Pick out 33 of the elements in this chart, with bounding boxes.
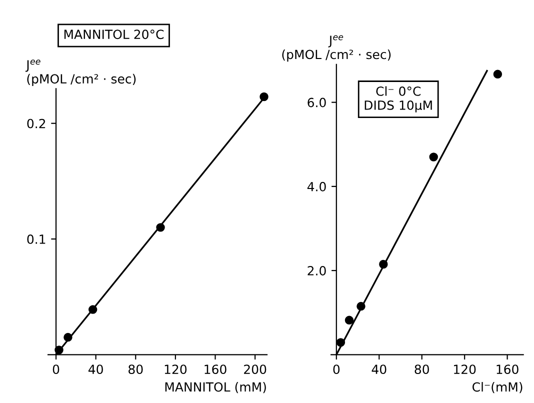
- point: [54, 346, 64, 354]
- point: [88, 305, 98, 314]
- x-tick-label: 0: [52, 364, 60, 374]
- y-tick-label: 6.0: [308, 98, 326, 108]
- x-axis-title: Cl⁻(mM): [472, 382, 522, 394]
- x-tick-label: 40: [372, 364, 386, 374]
- x-tick-label: 0: [333, 364, 340, 374]
- x-axis-title: MANNITOL (mM): [165, 382, 266, 394]
- y-axis-title: J$^{ee}$ (pMOL /cm² · sec): [26, 60, 136, 86]
- y-tick-label: 2.0: [308, 266, 326, 276]
- point: [336, 338, 346, 347]
- point: [429, 152, 438, 162]
- x-tick-label: 40: [88, 364, 103, 374]
- point: [64, 332, 72, 342]
- x-tick-label: 160: [204, 364, 226, 374]
- point: [379, 260, 388, 269]
- x-tick-label: 120: [164, 364, 187, 374]
- point: [156, 223, 165, 232]
- point: [493, 70, 502, 79]
- y-tick-label: 0.2: [27, 118, 46, 128]
- text: MANNITOL 20°C: [64, 30, 164, 40]
- annotation: Cl⁻ 0°C DIDS 10µM: [364, 86, 432, 112]
- x-tick-label: 120: [454, 364, 476, 374]
- x-tick-label: 80: [414, 364, 429, 374]
- x-tick-label: 80: [128, 364, 143, 374]
- y-tick-label: 0.1: [27, 234, 46, 244]
- point: [260, 92, 268, 102]
- y-tick-label: 4.0: [307, 182, 326, 192]
- y-axis-title: J$^{ee}$ (pMOL /cm² · sec): [282, 35, 391, 62]
- x-tick-label: 160: [496, 364, 518, 374]
- point: [344, 316, 354, 325]
- point: [356, 302, 366, 311]
- x-tick-label: 200: [244, 364, 266, 374]
